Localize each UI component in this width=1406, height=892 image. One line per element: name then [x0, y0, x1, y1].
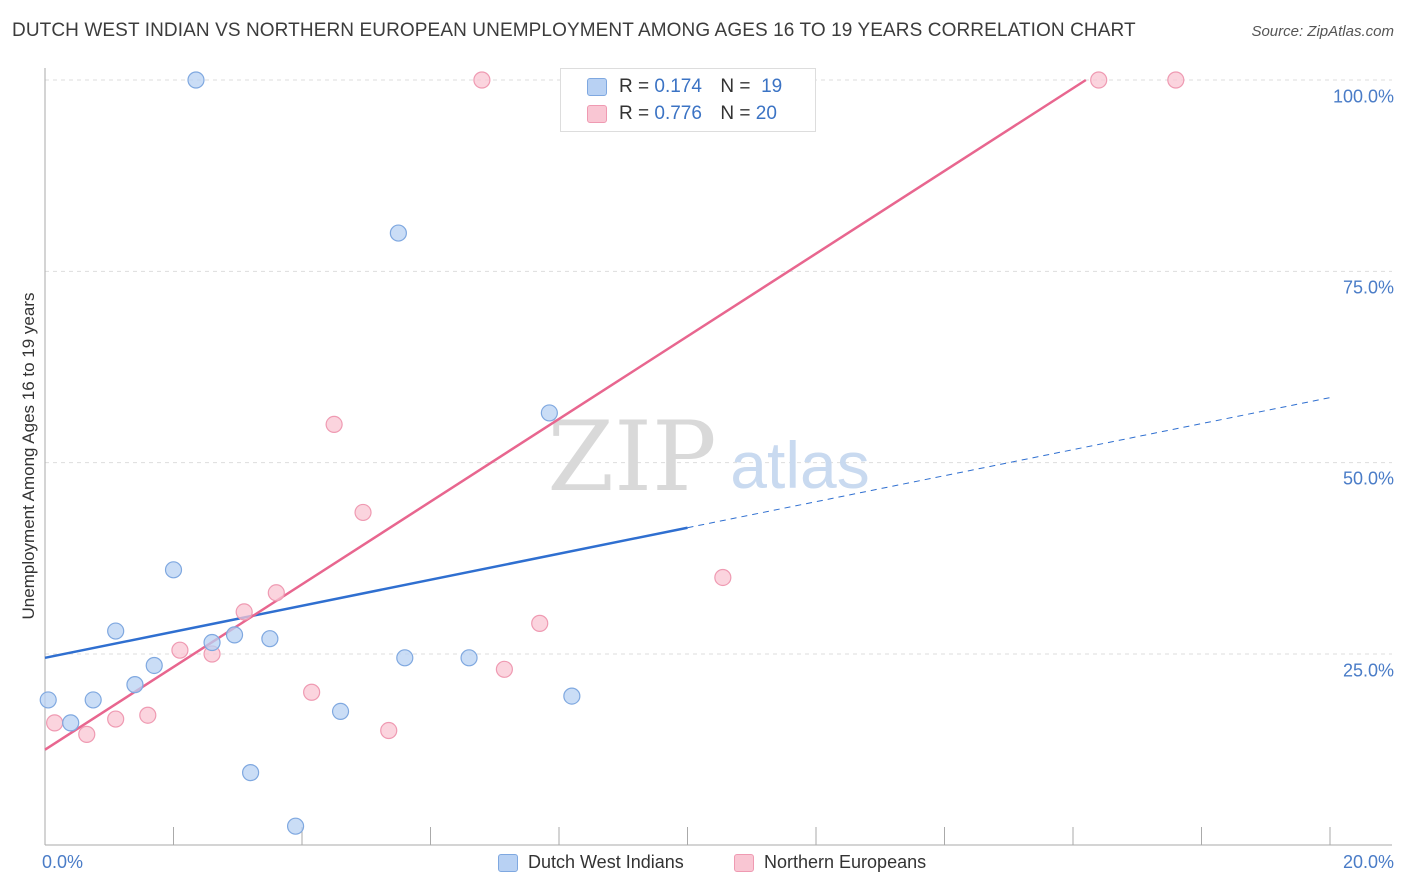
point-northern-europeans	[1090, 71, 1108, 89]
x-tick-label-max: 20.0%	[1342, 852, 1394, 872]
point-northern-europeans	[171, 641, 189, 659]
point-dutch-west-indians	[563, 687, 581, 705]
legend-r-value: 0.174	[654, 76, 702, 97]
point-dutch-west-indians	[261, 630, 279, 648]
trend-line-dutch-west-indians	[44, 526, 688, 660]
series-legend-dutch-west-indians[interactable]: Dutch West Indians	[498, 852, 684, 873]
grid-lines	[45, 79, 1392, 655]
point-northern-europeans	[354, 503, 372, 522]
point-northern-europeans	[714, 568, 732, 587]
legend-swatch-blue	[587, 78, 607, 96]
point-dutch-west-indians	[540, 404, 558, 422]
x-tick-label-min: 0.0%	[42, 852, 84, 872]
point-dutch-west-indians	[396, 649, 414, 667]
series-swatch-pink	[734, 853, 754, 872]
y-tick-label-50: 50.0%	[1342, 468, 1394, 489]
legend-r-value: 0.776	[654, 103, 702, 124]
point-northern-europeans	[303, 683, 321, 701]
watermark-atlas: atlas	[730, 428, 869, 502]
point-dutch-west-indians	[62, 714, 80, 732]
point-northern-europeans	[380, 721, 398, 740]
point-dutch-west-indians	[126, 676, 144, 694]
point-dutch-west-indians	[107, 622, 125, 640]
point-dutch-west-indians	[331, 702, 350, 721]
point-northern-europeans	[325, 415, 343, 433]
y-tick-label-100: 100.0%	[1332, 86, 1394, 107]
chart-title: DUTCH WEST INDIAN VS NORTHERN EUROPEAN U…	[12, 20, 1136, 41]
series-swatch-blue	[498, 853, 518, 872]
point-dutch-west-indians	[84, 691, 102, 709]
point-northern-europeans	[78, 725, 96, 743]
point-northern-europeans	[473, 71, 491, 89]
legend-swatch-pink	[587, 105, 607, 123]
axes	[44, 68, 1392, 846]
point-dutch-west-indians	[145, 656, 163, 675]
point-dutch-west-indians	[225, 626, 244, 644]
series-legend-northern-europeans[interactable]: Northern Europeans	[734, 852, 926, 873]
point-northern-europeans	[531, 614, 549, 632]
point-northern-europeans	[235, 603, 253, 621]
point-northern-europeans	[139, 706, 157, 724]
legend-n-value: 19	[761, 76, 783, 97]
point-dutch-west-indians	[242, 764, 260, 782]
watermark-zip: ZIP	[547, 401, 716, 513]
legend-n-label: N =	[720, 76, 751, 97]
y-axis-label: Unemployment Among Ages 16 to 19 years	[19, 292, 38, 620]
watermark: ZIP atlas	[547, 401, 869, 513]
point-dutch-west-indians	[389, 224, 407, 242]
legend-r-label: R =	[619, 76, 650, 97]
point-northern-europeans	[267, 584, 285, 602]
legend-row-dutch-west-indians: R = 0.174 N = 19	[587, 74, 782, 100]
point-northern-europeans	[495, 660, 513, 678]
point-northern-europeans	[1167, 71, 1185, 89]
point-northern-europeans	[107, 710, 125, 728]
point-dutch-west-indians	[39, 691, 57, 709]
point-dutch-west-indians	[203, 633, 221, 652]
legend-n-label: N =	[720, 103, 751, 124]
y-tick-label-75: 75.0%	[1342, 277, 1394, 298]
series-label: Dutch West Indians	[528, 852, 684, 872]
source-label: Source: ZipAtlas.com	[1251, 23, 1394, 40]
legend-r-label: R =	[619, 103, 650, 124]
trend-line-northern-europeans	[44, 78, 1087, 751]
data-points	[39, 71, 1185, 835]
point-dutch-west-indians	[286, 817, 305, 835]
correlation-legend: R = 0.174 N = 19 R = 0.776 N = 20	[560, 68, 816, 132]
series-label: Northern Europeans	[764, 852, 927, 872]
legend-n-value: 20	[755, 103, 777, 124]
point-dutch-west-indians	[187, 71, 205, 89]
legend-row-northern-europeans: R = 0.776 N = 20	[587, 101, 777, 127]
point-dutch-west-indians	[460, 649, 478, 667]
point-northern-europeans	[46, 714, 64, 732]
y-tick-label-25: 25.0%	[1342, 660, 1394, 681]
point-dutch-west-indians	[164, 561, 183, 579]
